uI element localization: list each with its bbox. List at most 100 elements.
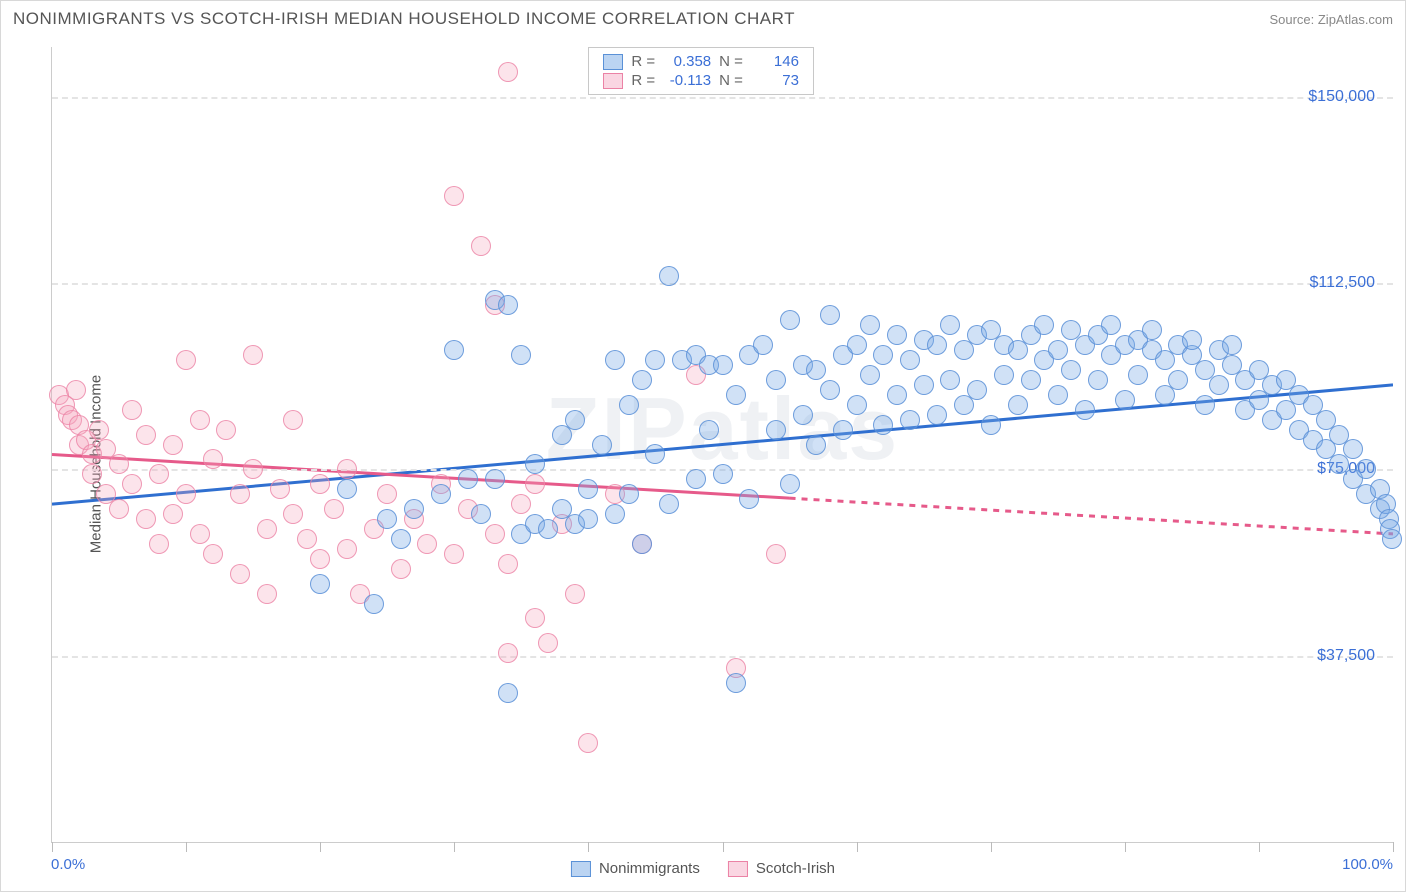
data-point-blue[interactable]	[404, 499, 424, 519]
data-point-blue[interactable]	[498, 683, 518, 703]
data-point-blue[interactable]	[873, 345, 893, 365]
data-point-blue[interactable]	[914, 375, 934, 395]
data-point-blue[interactable]	[793, 405, 813, 425]
data-point-pink[interactable]	[337, 459, 357, 479]
data-point-pink[interactable]	[498, 554, 518, 574]
data-point-blue[interactable]	[471, 504, 491, 524]
data-point-blue[interactable]	[1168, 370, 1188, 390]
data-point-blue[interactable]	[847, 335, 867, 355]
data-point-pink[interactable]	[471, 236, 491, 256]
data-point-pink[interactable]	[190, 410, 210, 430]
data-point-blue[interactable]	[860, 315, 880, 335]
data-point-pink[interactable]	[511, 494, 531, 514]
data-point-blue[interactable]	[1115, 390, 1135, 410]
data-point-pink[interactable]	[270, 479, 290, 499]
data-point-blue[interactable]	[1061, 360, 1081, 380]
data-point-blue[interactable]	[1382, 529, 1402, 549]
data-point-pink[interactable]	[109, 454, 129, 474]
data-point-blue[interactable]	[605, 350, 625, 370]
data-point-blue[interactable]	[994, 365, 1014, 385]
data-point-pink[interactable]	[525, 608, 545, 628]
data-point-pink[interactable]	[243, 459, 263, 479]
data-point-blue[interactable]	[981, 415, 1001, 435]
data-point-blue[interactable]	[766, 420, 786, 440]
data-point-pink[interactable]	[297, 529, 317, 549]
data-point-blue[interactable]	[806, 435, 826, 455]
data-point-pink[interactable]	[122, 474, 142, 494]
data-point-blue[interactable]	[780, 474, 800, 494]
data-point-blue[interactable]	[766, 370, 786, 390]
data-point-pink[interactable]	[257, 519, 277, 539]
data-point-blue[interactable]	[940, 315, 960, 335]
data-point-blue[interactable]	[699, 420, 719, 440]
data-point-blue[interactable]	[753, 335, 773, 355]
data-point-pink[interactable]	[216, 420, 236, 440]
data-point-blue[interactable]	[887, 385, 907, 405]
data-point-blue[interactable]	[364, 594, 384, 614]
data-point-pink[interactable]	[377, 484, 397, 504]
data-point-blue[interactable]	[458, 469, 478, 489]
data-point-blue[interactable]	[391, 529, 411, 549]
data-point-pink[interactable]	[66, 380, 86, 400]
data-point-blue[interactable]	[592, 435, 612, 455]
data-point-blue[interactable]	[310, 574, 330, 594]
data-point-blue[interactable]	[619, 395, 639, 415]
data-point-blue[interactable]	[1182, 330, 1202, 350]
data-point-pink[interactable]	[176, 350, 196, 370]
data-point-pink[interactable]	[203, 544, 223, 564]
data-point-pink[interactable]	[324, 499, 344, 519]
data-point-blue[interactable]	[565, 410, 585, 430]
data-point-pink[interactable]	[163, 435, 183, 455]
data-point-blue[interactable]	[713, 355, 733, 375]
data-point-pink[interactable]	[565, 584, 585, 604]
data-point-blue[interactable]	[860, 365, 880, 385]
data-point-pink[interactable]	[310, 474, 330, 494]
data-point-blue[interactable]	[578, 479, 598, 499]
data-point-pink[interactable]	[109, 499, 129, 519]
data-point-blue[interactable]	[498, 295, 518, 315]
data-point-blue[interactable]	[927, 405, 947, 425]
data-point-blue[interactable]	[605, 504, 625, 524]
data-point-pink[interactable]	[391, 559, 411, 579]
data-point-pink[interactable]	[283, 504, 303, 524]
data-point-pink[interactable]	[417, 534, 437, 554]
data-point-blue[interactable]	[739, 489, 759, 509]
data-point-pink[interactable]	[498, 62, 518, 82]
data-point-blue[interactable]	[726, 673, 746, 693]
data-point-blue[interactable]	[1142, 320, 1162, 340]
data-point-pink[interactable]	[243, 345, 263, 365]
data-point-blue[interactable]	[967, 380, 987, 400]
data-point-pink[interactable]	[190, 524, 210, 544]
data-point-blue[interactable]	[820, 305, 840, 325]
data-point-pink[interactable]	[444, 186, 464, 206]
data-point-blue[interactable]	[900, 350, 920, 370]
data-point-pink[interactable]	[444, 544, 464, 564]
data-point-blue[interactable]	[1222, 335, 1242, 355]
data-point-blue[interactable]	[927, 335, 947, 355]
data-point-pink[interactable]	[230, 564, 250, 584]
data-point-blue[interactable]	[632, 370, 652, 390]
data-point-blue[interactable]	[431, 484, 451, 504]
data-point-blue[interactable]	[1075, 400, 1095, 420]
data-point-pink[interactable]	[82, 464, 102, 484]
data-point-blue[interactable]	[713, 464, 733, 484]
data-point-blue[interactable]	[1008, 395, 1028, 415]
data-point-pink[interactable]	[485, 524, 505, 544]
data-point-pink[interactable]	[337, 539, 357, 559]
data-point-blue[interactable]	[645, 350, 665, 370]
data-point-blue[interactable]	[726, 385, 746, 405]
data-point-blue[interactable]	[1048, 385, 1068, 405]
data-point-blue[interactable]	[806, 360, 826, 380]
data-point-pink[interactable]	[310, 549, 330, 569]
data-point-blue[interactable]	[444, 340, 464, 360]
data-point-blue[interactable]	[900, 410, 920, 430]
data-point-pink[interactable]	[230, 484, 250, 504]
data-point-pink[interactable]	[766, 544, 786, 564]
data-point-pink[interactable]	[498, 643, 518, 663]
data-point-blue[interactable]	[511, 345, 531, 365]
data-point-blue[interactable]	[632, 534, 652, 554]
data-point-pink[interactable]	[122, 400, 142, 420]
data-point-pink[interactable]	[136, 425, 156, 445]
data-point-blue[interactable]	[940, 370, 960, 390]
data-point-blue[interactable]	[525, 454, 545, 474]
